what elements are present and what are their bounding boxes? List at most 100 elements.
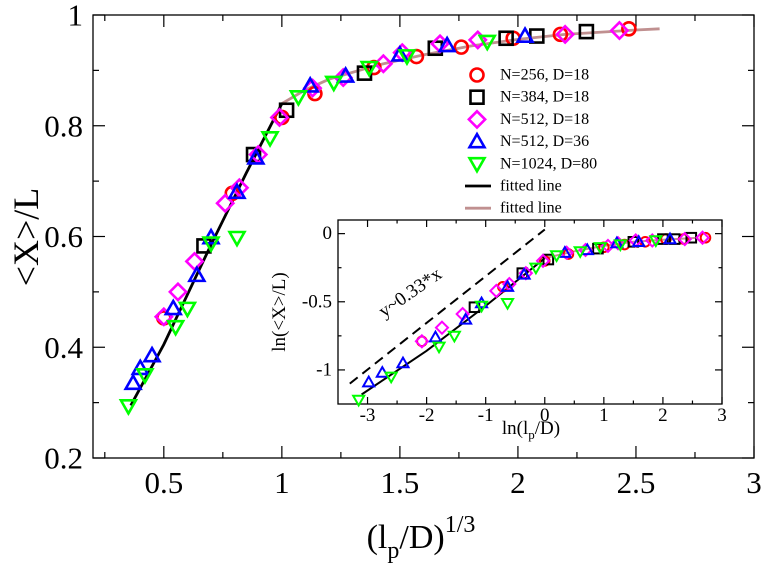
legend: N=256, D=18 N=384, D=18 N=512, D=18 N=512, … <box>465 67 597 217</box>
main-x-axis-label: (lp/D)1/3 <box>367 512 476 563</box>
legend-swatch-diamond <box>467 109 487 130</box>
inset-point-triangle-up <box>361 374 376 388</box>
inset-data-series <box>349 228 712 408</box>
main-y-tick-label: 0.4 <box>44 330 83 365</box>
inset-point-triangle-up <box>516 266 532 280</box>
inset-x-axis-label-base: ln(l <box>502 418 528 439</box>
legend-swatch-square <box>469 89 485 105</box>
legend-swatch-circle <box>469 67 485 83</box>
main-x-tick-label: 2.5 <box>617 465 656 500</box>
legend-label: N=384, D=18 <box>500 89 589 106</box>
inset-x-tick-label: -2 <box>419 405 435 426</box>
inset-series-n-1024-d-80-triangle-down <box>351 235 664 408</box>
main-y-axis-label: <X>/L <box>6 188 46 287</box>
legend-item-n-256-d-18-circle: N=256, D=18 <box>469 67 589 84</box>
main-point-triangle-up <box>163 298 183 316</box>
main-point-triangle-up <box>142 345 162 363</box>
inset-plot-frame <box>337 219 723 405</box>
main-series-n-512-d-18-diamond <box>153 20 630 327</box>
main-y-tick-label: 0.2 <box>44 441 83 476</box>
inset-point-triangle-down <box>447 330 462 344</box>
inset-point-triangle-down <box>351 394 366 408</box>
main-axis-ticks: 0.5 1 1.5 2 2.5 3 0.2 0.4 0.6 0.8 1 <box>44 0 762 500</box>
inset-x-tick-label: 2 <box>658 405 668 426</box>
inset-plot-panel: -3 -2 -1 0 1 2 30-0.5-1 y~0.33*x ln(<X>/L) ln(… <box>269 219 727 442</box>
inset-point-diamond <box>677 231 693 247</box>
legend-swatch-triangle-down <box>467 156 487 174</box>
inset-point-triangle-up <box>428 329 443 343</box>
inset-x-axis-label: ln(lp/D) <box>502 418 560 442</box>
main-point-triangle-down <box>118 399 139 417</box>
main-series-n-1024-d-80-triangle-down <box>118 34 497 417</box>
main-point-triangle-down <box>165 319 186 337</box>
legend-label: fitted line <box>500 200 562 217</box>
inset-point-triangle-up <box>500 279 515 292</box>
main-point-triangle-up <box>187 265 207 283</box>
inset-point-diamond <box>644 233 660 248</box>
main-point-square <box>578 23 595 40</box>
inset-point-triangle-up <box>395 355 411 369</box>
legend-label: N=256, D=18 <box>500 67 589 84</box>
inset-y-tick-label: 0 <box>323 223 333 244</box>
inset-x-axis-label-tail: /D) <box>535 418 560 439</box>
inset-point-square <box>542 253 555 266</box>
main-point-triangle-up <box>390 44 410 62</box>
inset-point-diamond <box>434 320 450 336</box>
legend-item-n-1024-d-80-triangle-down: N=1024, D=80 <box>467 155 597 174</box>
main-point-square <box>498 30 514 47</box>
main-x-tick-label: 0.5 <box>144 465 183 500</box>
inset-point-triangle-down <box>383 371 399 385</box>
inset-point-triangle-down <box>572 246 588 259</box>
main-point-circle <box>621 21 637 37</box>
main-point-triangle-up <box>515 25 535 43</box>
main-point-triangle-down <box>477 34 497 52</box>
inset-point-triangle-down <box>648 235 664 248</box>
main-x-axis-label-ratio: /D) <box>399 519 444 556</box>
main-y-tick-label: 0.8 <box>44 108 83 143</box>
inset-point-triangle-up <box>631 234 646 247</box>
main-point-diamond <box>229 177 250 198</box>
inset-background <box>338 220 722 404</box>
legend-swatch-triangle-up <box>467 131 487 149</box>
main-point-square <box>245 146 262 163</box>
main-y-tick-label: 1 <box>68 0 84 33</box>
legend-item-n-512-d-18-diamond: N=512, D=18 <box>467 109 589 130</box>
legend-item-n-384-d-18-square: N=384, D=18 <box>469 89 589 106</box>
legend-label: N=512, D=18 <box>500 111 589 128</box>
legend-label: N=512, D=36 <box>500 133 589 150</box>
inset-x-tick-label: 0 <box>540 405 550 426</box>
inset-x-tick-label: 3 <box>717 405 727 426</box>
inset-point-diamond <box>488 283 504 299</box>
main-plot-panel: 0.5 1 1.5 2 2.5 30.20.40.60.81 <X>/L (lp/D)1/… <box>6 0 762 563</box>
main-point-diamond <box>269 107 290 128</box>
inset-x-axis-label-subscript: p <box>528 427 535 442</box>
main-y-tick-label: 0.6 <box>44 219 83 254</box>
main-series-n-512-d-36-triangle-up <box>123 25 535 391</box>
main-point-diamond <box>168 281 188 302</box>
inset-point-triangle-down <box>500 298 515 311</box>
inset-point-diamond <box>695 230 710 246</box>
inset-point-triangle-down <box>474 300 489 314</box>
main-point-triangle-down <box>260 131 280 149</box>
main-point-triangle-down <box>227 230 247 248</box>
inset-point-diamond <box>414 333 430 349</box>
main-x-axis-label-subscript: p <box>387 538 399 563</box>
main-x-axis-label-base: (l <box>367 519 388 556</box>
inset-point-triangle-down <box>431 341 447 355</box>
inset-point-triangle-up <box>609 235 625 249</box>
inset-y-tick-label: -0.5 <box>302 291 332 312</box>
inset-point-triangle-down <box>613 239 628 253</box>
main-x-tick-label: 3 <box>746 465 762 500</box>
main-point-triangle-down <box>397 49 417 67</box>
main-x-axis-label-exponent: 1/3 <box>445 512 476 538</box>
inset-point-diamond <box>535 253 551 269</box>
inset-x-tick-label: 1 <box>599 405 609 426</box>
legend-label: fitted line <box>500 178 562 195</box>
main-point-triangle-down <box>288 90 309 108</box>
main-point-triangle-up <box>246 147 266 165</box>
main-x-tick-label: 2 <box>510 465 526 500</box>
inset-series-y-0-33-x-dashed-line <box>349 228 546 385</box>
main-point-diamond <box>555 24 576 45</box>
main-point-triangle-down <box>324 75 344 93</box>
